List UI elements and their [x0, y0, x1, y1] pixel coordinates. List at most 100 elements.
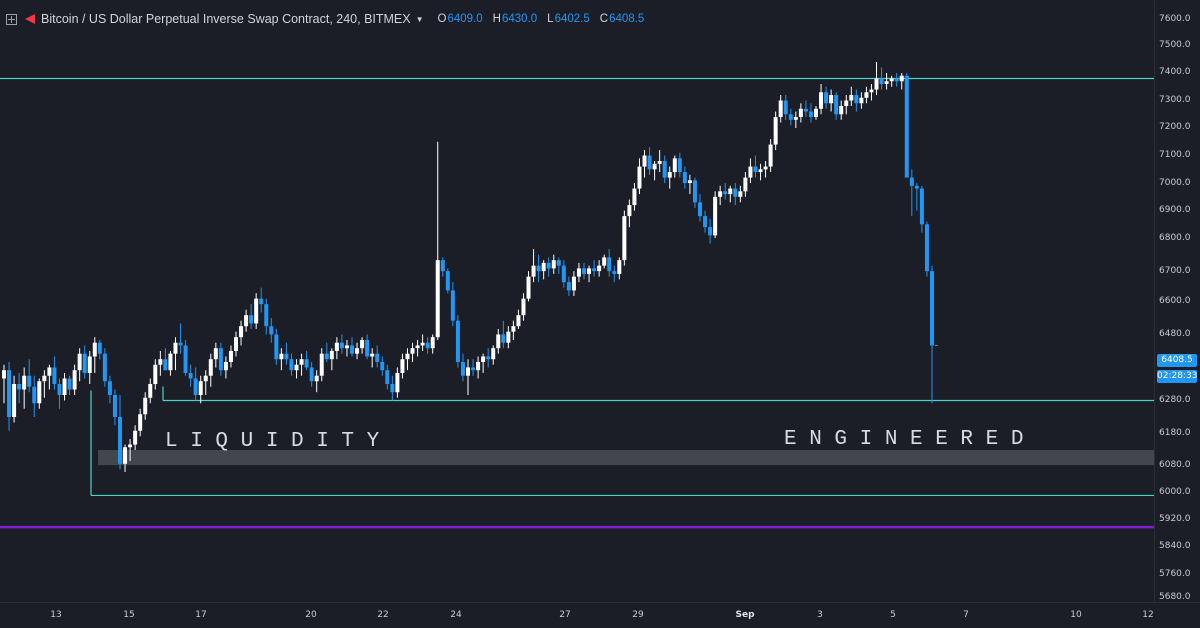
- candle-body: [218, 348, 223, 371]
- time-tick-label: 29: [632, 610, 644, 620]
- price-tick-label: 7000.0: [1159, 178, 1191, 188]
- candle-body: [657, 161, 662, 164]
- time-tick-label: 3: [817, 610, 823, 620]
- candle-body: [733, 188, 738, 197]
- candle-body: [844, 100, 849, 107]
- candle-body: [460, 361, 465, 376]
- candle-body: [698, 202, 702, 217]
- price-tick-label: 6900.0: [1159, 205, 1191, 215]
- candle-body: [602, 257, 607, 266]
- candle-body: [148, 383, 153, 398]
- annotation-liquidity: L I Q U I D I T Y: [165, 430, 380, 453]
- candle-body: [471, 367, 476, 371]
- candle-body: [486, 356, 491, 360]
- candle-body: [541, 262, 546, 272]
- candle-body: [899, 75, 904, 82]
- time-tick-label: 5: [890, 610, 896, 620]
- candle-body: [52, 367, 57, 384]
- candle-body: [32, 386, 37, 404]
- candle-body: [203, 375, 208, 382]
- open-value: O 6409.0: [437, 13, 483, 25]
- candle-body: [768, 144, 773, 167]
- candle-body: [400, 359, 405, 373]
- candle-body: [249, 315, 254, 324]
- candle-body: [491, 348, 496, 360]
- candle-body: [173, 342, 178, 354]
- candle-body: [561, 265, 566, 283]
- chart-plot-area[interactable]: [0, 0, 1154, 602]
- price-tick-label: 6700.0: [1159, 266, 1191, 276]
- candle-body: [551, 260, 556, 269]
- candle-body: [304, 359, 309, 368]
- candle-body: [839, 106, 844, 115]
- candle-body: [279, 353, 284, 360]
- candle-body: [778, 100, 783, 118]
- symbol-title[interactable]: Bitcoin / US Dollar Perpetual Inverse Sw…: [41, 12, 411, 26]
- candle-body: [435, 260, 440, 338]
- candle-body: [824, 92, 829, 104]
- last-price-badge: 6408.5: [1157, 354, 1197, 367]
- candle-body: [783, 100, 788, 115]
- candle-body: [642, 155, 647, 167]
- candle-body: [118, 417, 122, 464]
- candle-body: [763, 166, 768, 170]
- candle-body: [299, 359, 304, 365]
- candle-body: [667, 172, 672, 178]
- time-tick-label: Sep: [735, 610, 755, 620]
- candle-body: [450, 290, 455, 321]
- candle-body: [723, 191, 728, 195]
- candle-body: [314, 375, 319, 382]
- candle-body: [814, 108, 818, 118]
- candle-body: [269, 326, 274, 335]
- candle-body: [27, 375, 32, 387]
- candle-body: [566, 282, 571, 291]
- candle-body: [168, 353, 173, 371]
- candle-body: [350, 345, 354, 354]
- candle-body: [874, 78, 879, 90]
- candle-body: [627, 205, 632, 217]
- candle-body: [87, 356, 92, 373]
- candle-body: [47, 367, 52, 376]
- candle-body: [37, 381, 42, 404]
- time-axis[interactable]: 13 15 17 20 22 24 27 29 Sep 3 5 7 10 12: [0, 602, 1200, 628]
- price-tick-label: 7100.0: [1159, 150, 1191, 160]
- chevron-down-icon[interactable]: ▼: [415, 14, 424, 24]
- candle-body: [123, 447, 128, 464]
- candle-body: [22, 375, 27, 390]
- candle-body: [42, 375, 47, 382]
- candle-body: [284, 353, 289, 360]
- candle-body: [481, 356, 486, 362]
- candle-body: [582, 268, 586, 274]
- candle-body: [138, 414, 143, 431]
- candle-body: [829, 95, 834, 104]
- candle-body: [914, 185, 919, 189]
- candle-body: [743, 177, 748, 192]
- expand-icon[interactable]: [6, 13, 17, 25]
- price-tick-label: 6480.0: [1159, 329, 1191, 339]
- candle-body: [329, 350, 334, 360]
- price-chart[interactable]: [0, 0, 1154, 602]
- price-axis[interactable]: 7600.0 7500.0 7400.0 7300.0 7200.0 7100.0 7000…: [1154, 0, 1200, 602]
- candle-body: [647, 155, 652, 170]
- symbol-legend: Bitcoin / US Dollar Perpetual Inverse Sw…: [6, 11, 650, 27]
- price-tick-label: 6600.0: [1159, 296, 1191, 306]
- candle-body: [344, 345, 349, 349]
- price-tick-label: 7600.0: [1159, 14, 1191, 24]
- candle-body: [430, 337, 435, 349]
- candle-body: [803, 108, 808, 112]
- candle-body: [380, 361, 385, 371]
- price-tick-label: 7200.0: [1159, 122, 1191, 132]
- candle-body: [213, 348, 218, 360]
- candle-body: [355, 348, 360, 354]
- candle-body: [2, 370, 6, 379]
- candle-body: [753, 166, 758, 173]
- candle-body: [677, 158, 682, 173]
- candle-body: [163, 359, 168, 371]
- candle-body: [819, 92, 824, 109]
- candle-body: [445, 271, 450, 291]
- candle-body: [617, 260, 622, 274]
- time-tick-label: 22: [377, 610, 389, 620]
- candle-body: [798, 108, 803, 118]
- candle-body: [773, 117, 778, 145]
